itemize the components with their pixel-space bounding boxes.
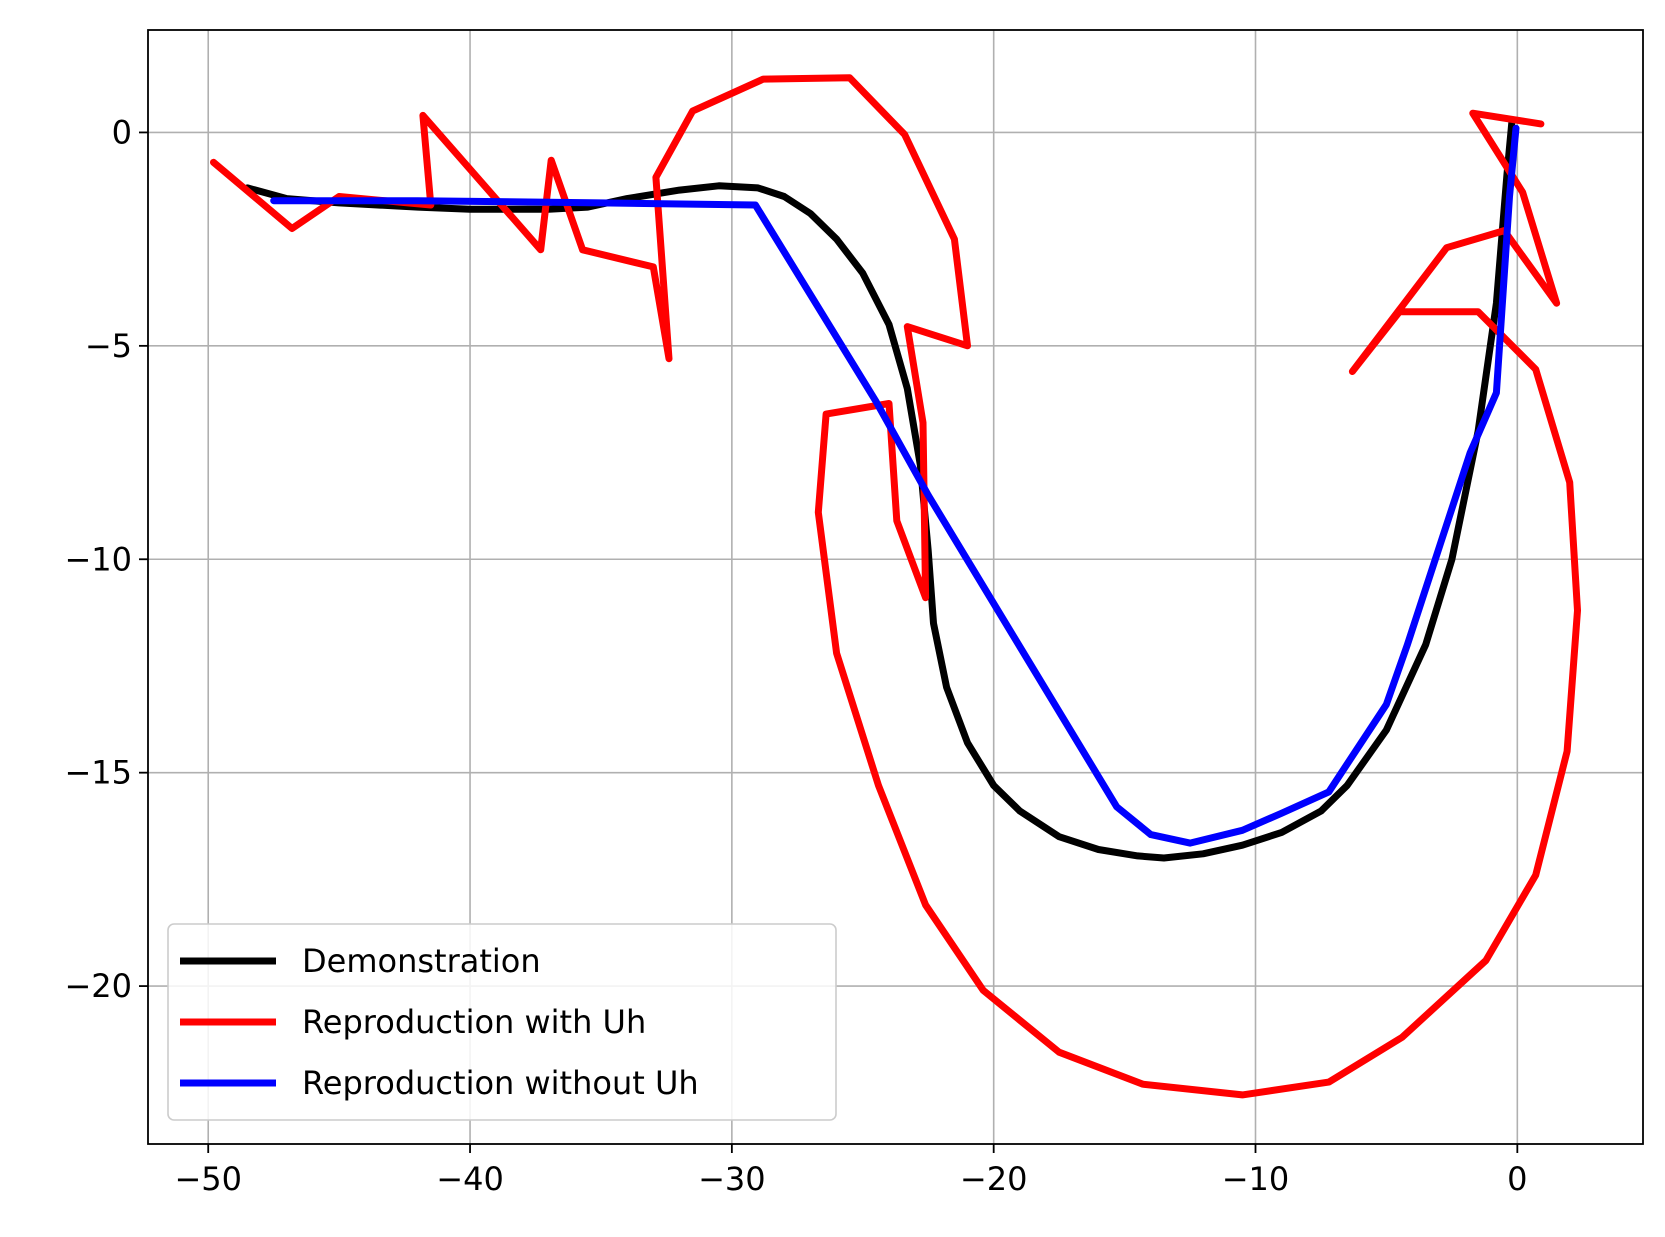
y-tick-label: 0 [112, 113, 132, 151]
legend-box [167, 923, 837, 1121]
x-tick-label: −50 [174, 1160, 242, 1198]
legend-label: Reproduction without Uh [302, 1064, 699, 1102]
x-tick-label: −20 [960, 1160, 1028, 1198]
x-tick-label: −10 [1222, 1160, 1290, 1198]
y-tick-label: −20 [64, 967, 132, 1005]
y-tick-label: −15 [64, 754, 132, 792]
legend: Demonstration Reproduction with Uh Reprodu… [167, 923, 837, 1121]
plot-frame [147, 29, 1644, 1145]
x-tick-label: −30 [698, 1160, 766, 1198]
y-axis: 0 −5 −10 −15 −20 [64, 113, 148, 1005]
legend-label: Demonstration [302, 942, 541, 980]
series-line-reproduction-with-uh [210, 74, 1581, 1099]
legend-label: Reproduction with Uh [302, 1003, 646, 1041]
series-layer [210, 74, 1581, 1099]
x-tick-label: 0 [1507, 1160, 1527, 1198]
y-tick-label: −5 [85, 327, 132, 365]
y-tick-label: −10 [64, 540, 132, 578]
x-axis: −50 −40 −30 −20 −10 0 [174, 1144, 1528, 1198]
grid [148, 30, 1643, 1144]
series-line-reproduction-without-uh [270, 124, 1520, 847]
x-tick-label: −40 [436, 1160, 504, 1198]
